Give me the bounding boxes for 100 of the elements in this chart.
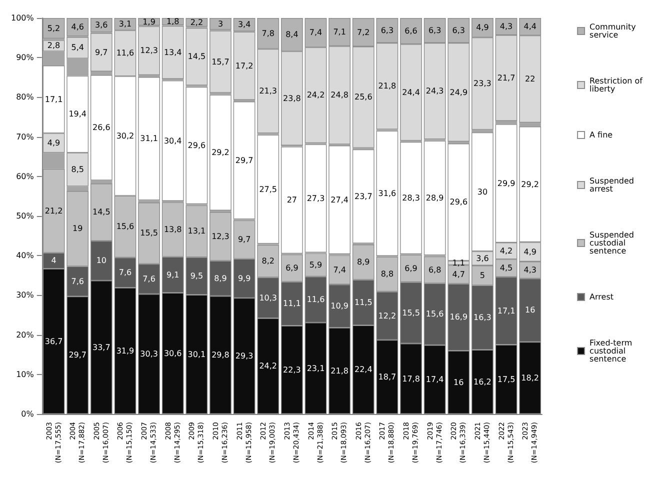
data-label: 8,5 (71, 164, 84, 174)
data-label: 30 (477, 187, 488, 196)
data-label: 23,1 (306, 364, 325, 373)
data-label: 11,5 (354, 298, 372, 308)
data-label: 27 (286, 196, 298, 205)
data-label: 14,5 (92, 208, 110, 217)
data-label: 29,3 (235, 351, 254, 360)
data-label: 7,6 (118, 268, 132, 278)
data-label: 13,4 (164, 48, 182, 57)
data-label: 6,9 (286, 264, 298, 273)
data-label: 21,7 (497, 73, 516, 82)
data-label: 29,7 (68, 350, 86, 360)
data-label: 22,3 (283, 365, 301, 374)
data-label: 30,4 (164, 136, 182, 146)
data-label: 4,6 (71, 22, 84, 32)
data-label: 24,2 (259, 362, 278, 371)
data-label: 4,9 (476, 23, 489, 32)
data-label: 1,9 (142, 17, 156, 26)
data-label: 24,4 (402, 88, 420, 97)
data-label: 9,9 (238, 274, 251, 283)
data-label: 3,1 (118, 20, 132, 29)
data-label: 10,3 (259, 293, 278, 302)
data-label: 29,6 (450, 198, 468, 207)
data-label: 4,4 (524, 22, 536, 32)
y-tick-label: 50% (16, 212, 34, 220)
data-label: 29,6 (188, 141, 206, 150)
data-label: 19 (72, 224, 83, 234)
data-label: 4,2 (500, 246, 513, 256)
data-label: 3 (218, 19, 224, 28)
data-label: 7,1 (333, 28, 346, 37)
legend-label: Fixed-term custodial sentence (590, 338, 635, 364)
data-label: 27,5 (259, 184, 278, 194)
data-label: 12,3 (212, 232, 230, 241)
data-label: 24,8 (330, 90, 348, 100)
data-label: 1,8 (166, 17, 180, 26)
data-label: 4,3 (500, 22, 513, 32)
data-label: 6,3 (428, 26, 442, 35)
data-label: 29,2 (521, 180, 539, 189)
data-label: 6,8 (428, 265, 442, 274)
data-label: 6,6 (404, 26, 418, 36)
data-label: 28,9 (426, 193, 444, 202)
data-label: 16 (454, 378, 464, 387)
data-label: 9,7 (95, 48, 108, 57)
data-label: 15,6 (116, 222, 134, 232)
y-tick-label: 100% (10, 14, 34, 22)
data-label: 22 (525, 74, 536, 84)
data-label: 17,5 (497, 374, 516, 384)
data-label: 29,9 (497, 178, 516, 188)
data-label: 9,5 (190, 271, 204, 280)
data-label: 21,8 (378, 82, 396, 91)
data-label: 8,4 (286, 30, 298, 40)
data-label: 30,1 (188, 350, 206, 359)
legend-label: Community service (590, 22, 638, 40)
data-label: 27,4 (330, 195, 348, 204)
data-label: 15,7 (212, 57, 230, 66)
data-label: 3,6 (476, 254, 489, 263)
data-label: 17,1 (497, 306, 516, 316)
data-label: 22,4 (354, 365, 372, 374)
y-tick-label: 30% (16, 290, 34, 300)
data-label: 16,9 (450, 312, 468, 322)
y-tick-label: 40% (16, 251, 34, 260)
y-tick-label: 60% (16, 172, 34, 181)
legend-label: Suspended arrest (590, 176, 637, 194)
data-label: 9,7 (238, 235, 251, 244)
data-label: 5 (480, 270, 486, 280)
data-label: 4,3 (524, 266, 536, 275)
data-label: 29,7 (235, 156, 254, 165)
data-label: 5,2 (47, 24, 60, 33)
data-label: 6,9 (404, 264, 418, 273)
y-tick-label: 90% (16, 53, 34, 62)
data-label: 23,7 (354, 192, 372, 201)
data-label: 17,4 (426, 375, 444, 384)
data-label: 23,3 (474, 79, 492, 88)
data-label: 31,6 (378, 188, 396, 198)
data-label: 13,8 (164, 224, 182, 234)
data-label: 30,2 (116, 132, 134, 141)
data-label: 3,6 (95, 20, 108, 30)
data-label: 11,6 (306, 295, 325, 304)
data-label: 7,6 (142, 274, 156, 284)
data-label: 36,7 (44, 336, 63, 346)
data-label: 33,7 (92, 342, 110, 352)
data-label: 7,4 (309, 28, 322, 38)
data-label: 2,2 (190, 18, 204, 27)
data-label: 21,2 (44, 206, 63, 216)
data-label: 2,8 (47, 41, 60, 50)
data-label: 8,8 (380, 270, 394, 279)
data-label: 24,2 (306, 90, 325, 100)
data-label: 28,3 (402, 193, 420, 202)
data-label: 4,9 (47, 138, 60, 148)
data-label: 29,8 (212, 350, 230, 360)
data-label: 7,2 (357, 28, 370, 37)
data-label: 7,8 (262, 28, 274, 38)
data-label: 30,6 (164, 348, 182, 358)
data-label: 5,9 (309, 260, 322, 270)
data-label: 15,6 (426, 310, 444, 319)
data-label: 21,8 (330, 366, 348, 376)
data-label: 24,9 (450, 88, 468, 97)
data-label: 17,8 (402, 374, 420, 384)
data-label: 8,9 (357, 258, 370, 267)
data-label: 10 (96, 256, 107, 266)
